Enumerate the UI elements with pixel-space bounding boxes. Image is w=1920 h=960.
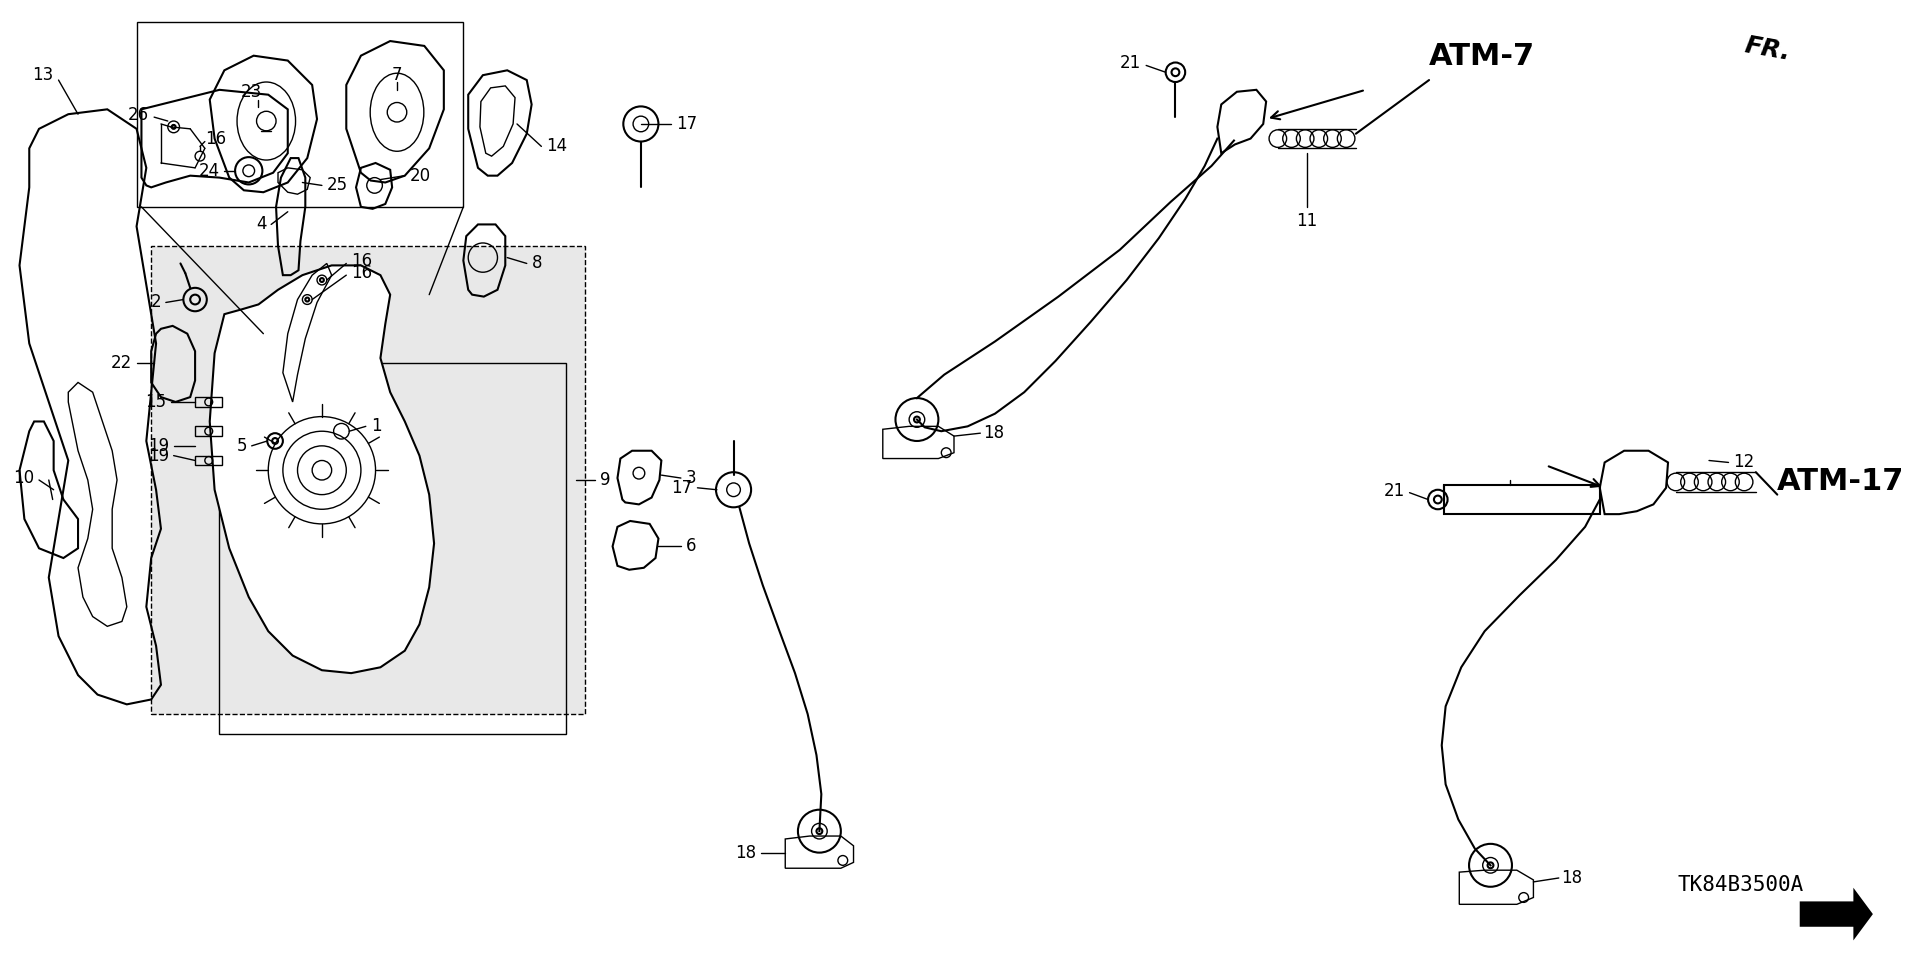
Text: 18: 18 — [735, 844, 756, 862]
Text: 16: 16 — [351, 264, 372, 282]
Text: ATM-17: ATM-17 — [1778, 467, 1905, 495]
Text: 14: 14 — [547, 137, 568, 156]
Text: 21: 21 — [1384, 482, 1405, 500]
Text: 18: 18 — [983, 424, 1004, 443]
Text: 1: 1 — [371, 418, 382, 435]
Text: 17: 17 — [672, 479, 693, 497]
Text: 15: 15 — [144, 393, 165, 411]
Bar — [152, 246, 586, 714]
Bar — [136, 21, 463, 206]
Text: 9: 9 — [599, 471, 611, 489]
Text: 24: 24 — [198, 162, 219, 180]
Text: 19: 19 — [148, 437, 169, 455]
Text: 19: 19 — [148, 446, 169, 465]
Text: 4: 4 — [255, 215, 267, 233]
Text: 16: 16 — [205, 130, 227, 148]
Text: 5: 5 — [236, 437, 248, 455]
Text: 2: 2 — [150, 294, 161, 311]
Text: 10: 10 — [13, 469, 35, 487]
Polygon shape — [1799, 888, 1872, 941]
Text: 25: 25 — [326, 177, 348, 195]
Text: TK84B3500A: TK84B3500A — [1678, 875, 1805, 895]
Text: 3: 3 — [685, 469, 697, 487]
Text: 7: 7 — [392, 66, 403, 84]
Text: 23: 23 — [242, 83, 263, 101]
Text: 21: 21 — [1119, 55, 1140, 72]
Text: 16: 16 — [351, 252, 372, 271]
Bar — [219, 363, 566, 733]
Text: 13: 13 — [33, 66, 54, 84]
Text: FR.: FR. — [1743, 33, 1793, 64]
Polygon shape — [209, 265, 434, 673]
Text: ATM-7: ATM-7 — [1428, 42, 1536, 71]
Text: 11: 11 — [1296, 212, 1317, 229]
Text: 12: 12 — [1734, 453, 1755, 471]
Text: 8: 8 — [532, 254, 541, 273]
Text: 18: 18 — [1561, 869, 1582, 887]
Text: 22: 22 — [111, 354, 132, 372]
Text: 26: 26 — [129, 107, 150, 124]
Text: 17: 17 — [676, 115, 697, 132]
Text: 20: 20 — [409, 167, 430, 184]
Text: 6: 6 — [685, 538, 697, 555]
